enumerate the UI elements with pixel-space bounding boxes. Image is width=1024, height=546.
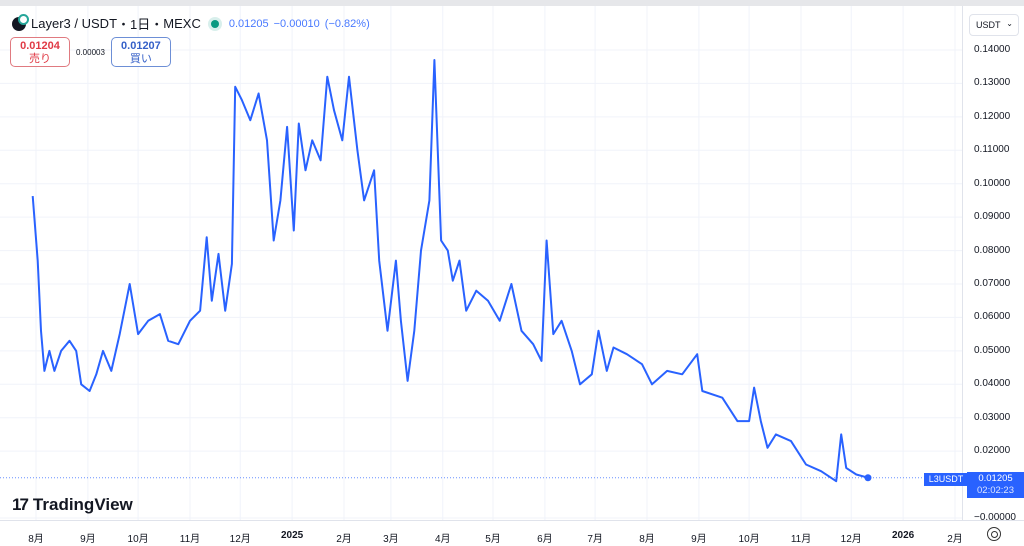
price-series-line bbox=[31, 59, 869, 483]
x-tick-label: 8月 bbox=[639, 534, 655, 545]
pair-separator: / bbox=[74, 16, 78, 31]
x-tick-label: 10月 bbox=[127, 534, 149, 545]
y-tick-label: −0.00000 bbox=[974, 512, 1016, 523]
brand-name: TradingView bbox=[32, 495, 133, 514]
sell-button[interactable]: 0.01204 売り bbox=[10, 37, 70, 67]
symbol-name[interactable]: Layer3 bbox=[31, 16, 71, 31]
last-price-tag: 0.01205 02:02:23 bbox=[967, 472, 1024, 498]
last-price: 0.01205 bbox=[228, 17, 269, 30]
currency-label: USDT bbox=[976, 20, 1001, 30]
x-tick-label: 2月 bbox=[336, 534, 352, 545]
x-tick-label: 2026 bbox=[892, 530, 915, 541]
x-tick-label: 12月 bbox=[840, 534, 862, 545]
y-tick-label: 0.14000 bbox=[974, 44, 1011, 55]
separator: ・ bbox=[150, 17, 164, 32]
x-tick-label: 8月 bbox=[28, 534, 44, 545]
tradingview-logo[interactable]: 17 TradingView bbox=[12, 495, 133, 515]
spread: 0.00003 bbox=[76, 47, 105, 57]
y-tick-label: 0.03000 bbox=[974, 411, 1011, 423]
x-tick-label: 4月 bbox=[435, 534, 451, 545]
y-tick-label: 0.11000 bbox=[974, 144, 1010, 156]
price-axis[interactable] bbox=[962, 6, 1024, 520]
window-top-border bbox=[0, 0, 1024, 6]
x-tick-label: 10月 bbox=[738, 534, 760, 545]
time-axis[interactable]: 8月 9月 10月 11月 12月 2025 2月 3月 4月 5月 6月 7月 8月 9月 10月 11月 1… bbox=[0, 520, 1024, 546]
price-chart[interactable] bbox=[0, 6, 962, 520]
quote-currency: USDT bbox=[81, 16, 118, 31]
y-tick-label: 0.12000 bbox=[974, 110, 1011, 122]
x-tick-label: 9月 bbox=[80, 534, 96, 545]
x-tick-label: 6月 bbox=[537, 534, 553, 545]
y-tick-label: 0.09000 bbox=[974, 211, 1011, 223]
y-tick-label: 0.13000 bbox=[974, 77, 1011, 89]
x-tick-label: 5月 bbox=[485, 534, 501, 545]
buy-price: 0.01207 bbox=[121, 40, 161, 52]
currency-select[interactable]: USDT ⌄ bbox=[969, 14, 1019, 36]
y-tick-label: 0.06000 bbox=[974, 311, 1011, 323]
y-tick-label: 0.10000 bbox=[974, 177, 1011, 189]
buy-button[interactable]: 0.01207 買い bbox=[110, 37, 171, 67]
gear-icon[interactable] bbox=[987, 527, 1001, 541]
x-tick-label: 11月 bbox=[790, 534, 812, 545]
x-tick-label: 11月 bbox=[179, 534, 201, 545]
x-tick-label: 12月 bbox=[229, 534, 251, 545]
market-status-icon bbox=[210, 19, 219, 28]
trade-panel: 0.01204 売り 0.00003 0.01207 買い bbox=[10, 37, 171, 67]
layer3-logo-icon bbox=[12, 13, 29, 31]
sell-price: 0.01204 bbox=[20, 40, 60, 52]
separator: ・ bbox=[117, 17, 131, 32]
tradingview-mark-icon: 17 bbox=[12, 495, 29, 514]
buy-label: 買い bbox=[129, 53, 152, 65]
interval[interactable]: 1日 bbox=[130, 17, 151, 32]
bar-countdown: 02:02:23 bbox=[977, 485, 1014, 496]
price-change-percent: (−0.82%) bbox=[324, 17, 370, 30]
y-tick-label: 0.04000 bbox=[974, 378, 1011, 390]
last-price-marker bbox=[864, 474, 872, 482]
x-tick-label: 3月 bbox=[383, 534, 399, 545]
chevron-down-icon: ⌄ bbox=[1006, 19, 1013, 28]
y-tick-label: 0.07000 bbox=[974, 278, 1011, 289]
price-change: −0.00010 bbox=[273, 17, 320, 30]
y-tick-label: 0.05000 bbox=[974, 344, 1011, 356]
exchange: MEXC bbox=[163, 16, 201, 31]
x-tick-label: 2月 bbox=[947, 534, 963, 545]
sell-label: 売り bbox=[29, 53, 51, 65]
symbol-price-tag: L3USDT bbox=[924, 473, 968, 486]
last-price-label: 0.01205 bbox=[978, 473, 1013, 484]
x-tick-label: 2025 bbox=[280, 530, 304, 541]
y-tick-label: 0.08000 bbox=[974, 244, 1011, 256]
x-tick-label: 9月 bbox=[691, 534, 707, 545]
symbol-legend: Layer3 / USDT ・ 1日 ・ MEXC 0.01205 −0.000… bbox=[12, 13, 375, 33]
x-tick-label: 7月 bbox=[587, 534, 603, 545]
y-tick-label: 0.02000 bbox=[974, 445, 1011, 457]
